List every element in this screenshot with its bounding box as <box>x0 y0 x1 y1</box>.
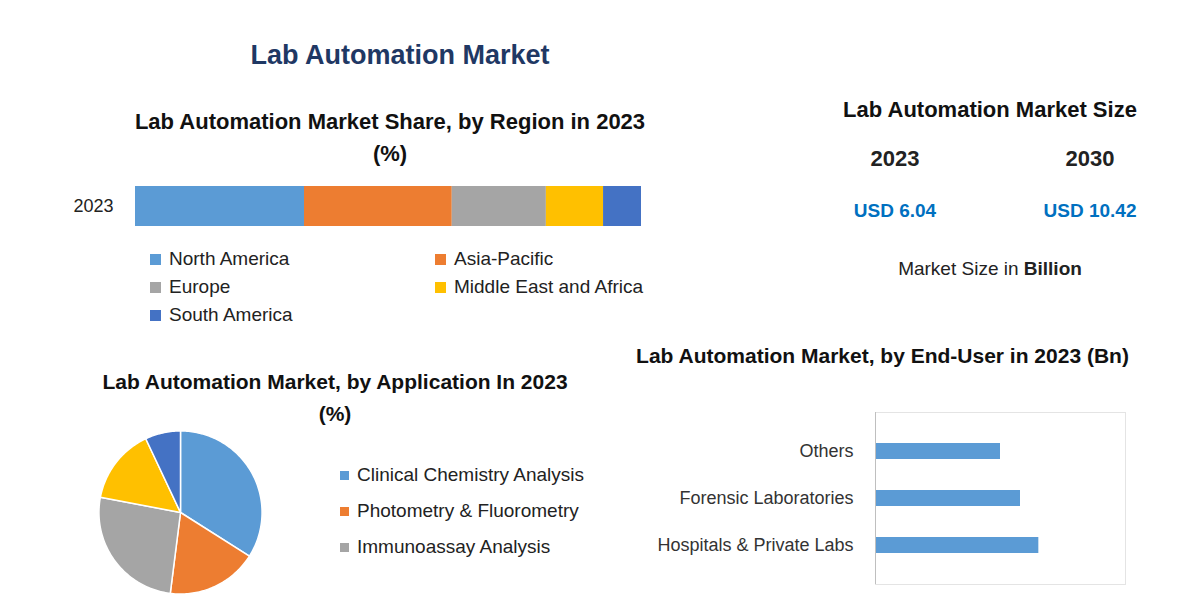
html-text:Photometry & Fluorometry: Photometry & Fluorometry <box>357 500 579 521</box>
html-text:USD 6.04: USD 6.04 <box>853 200 937 221</box>
html-text:Market Size in Billion: Market Size in Billion <box>898 258 1082 279</box>
html-text:North America: North America <box>169 248 290 269</box>
html-text:2023: 2023 <box>870 146 920 171</box>
svg-text:Others: Others <box>799 441 853 461</box>
svg-text:Hospitals & Private Labs: Hospitals & Private Labs <box>657 535 853 555</box>
svg-text:Forensic Laboratories: Forensic Laboratories <box>679 488 853 508</box>
html-text:Lab Automation Market Size: Lab Automation Market Size <box>843 97 1137 122</box>
html-text:2030: 2030 <box>1065 146 1115 171</box>
html-text:Clinical Chemistry Analysis: Clinical Chemistry Analysis <box>357 464 584 485</box>
html-text:Lab Automation Market: Lab Automation Market <box>250 40 550 70</box>
html-text:USD 10.42: USD 10.42 <box>1043 200 1137 221</box>
html-text:Europe: Europe <box>169 276 231 297</box>
html-text:Lab Automation Market, by Appl: Lab Automation Market, by Application In… <box>102 370 568 425</box>
html-text:South America: South America <box>169 304 293 325</box>
html-text:Lab Automation Market Share, b: Lab Automation Market Share, by Region i… <box>134 109 646 166</box>
html-text:Middle East and Africa: Middle East and Africa <box>454 276 643 297</box>
svg-text:2023: 2023 <box>73 196 113 216</box>
html-text:Lab Automation Market, by End-: Lab Automation Market, by End-User in 20… <box>636 344 1129 367</box>
html-text:Asia-Pacific: Asia-Pacific <box>454 248 554 269</box>
html-text:Immunoassay Analysis: Immunoassay Analysis <box>357 536 551 557</box>
